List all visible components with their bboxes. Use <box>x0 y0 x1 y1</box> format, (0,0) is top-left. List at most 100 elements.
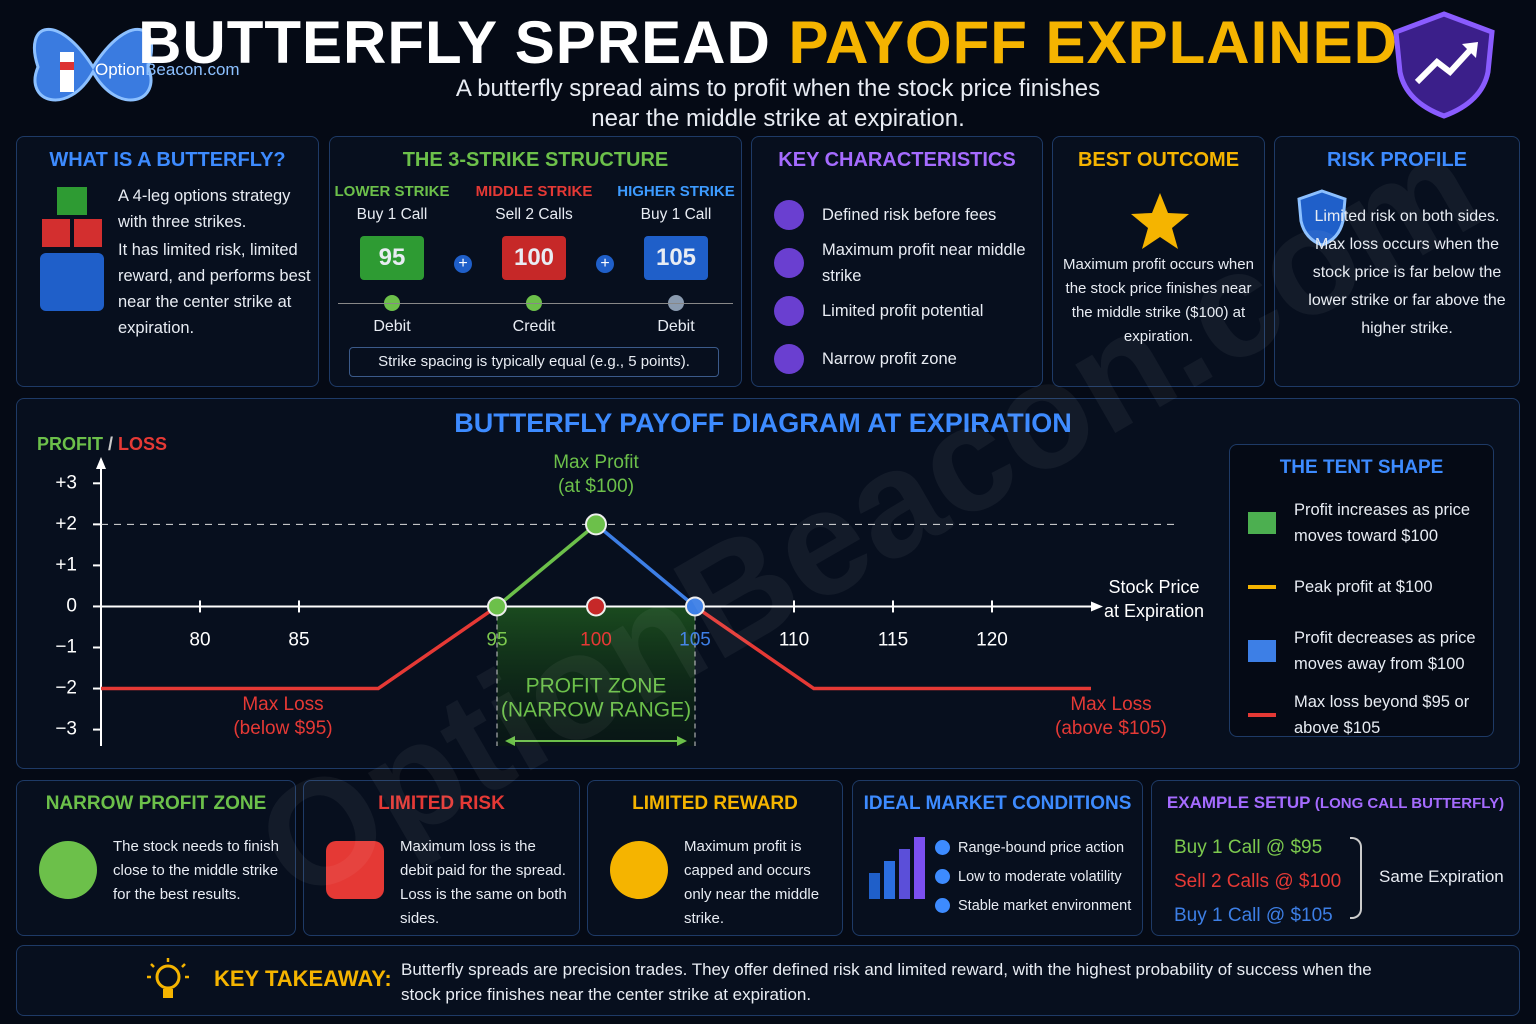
text: Maximum profit occurs when the stock pri… <box>1063 256 1254 345</box>
example-subtitle: (LONG CALL BUTTERFLY) <box>1314 795 1505 812</box>
leg: Sell 2 Calls @ $100 <box>1174 871 1342 892</box>
condition-text: Low to moderate volatility <box>958 868 1122 885</box>
y-tick-label: 0 <box>66 595 77 616</box>
card-title: RISK PROFILE <box>1326 149 1467 171</box>
item-text: Maximum profit near middle strike <box>822 241 1026 285</box>
payoff-line <box>101 605 498 691</box>
leg: Buy 1 Call @ $95 <box>1174 837 1323 858</box>
example-title: EXAMPLE SETUP <box>1166 793 1311 812</box>
x-tick-label: 95 <box>486 629 507 650</box>
title-a: BUTTERFLY SPREAD <box>138 9 771 76</box>
item-icon <box>774 248 804 278</box>
list-item: Narrow profit zone <box>774 333 1034 385</box>
marker <box>586 596 606 617</box>
y-axis-label: PROFIT / LOSS <box>37 434 167 454</box>
card-conditions: IDEAL MARKET CONDITIONS Range-bound pric… <box>852 780 1143 936</box>
card-icon <box>39 841 97 899</box>
x-axis-label: at Expiration <box>1104 601 1204 621</box>
plus-icon: + <box>596 255 614 273</box>
star-icon <box>1131 193 1189 249</box>
strike-action: Buy 1 Call <box>640 206 712 223</box>
y-label-loss: LOSS <box>118 434 167 454</box>
tent-item: Profit increases as price moves toward $… <box>1248 493 1486 553</box>
strike-value: 105 <box>644 236 708 280</box>
y-tick-label: −3 <box>55 719 77 740</box>
strike-action: Buy 1 Call <box>356 206 428 223</box>
check-icon <box>935 898 950 913</box>
x-axis-label: Stock Price <box>1108 577 1199 597</box>
annotation: (below $95) <box>233 718 332 739</box>
tent-icon <box>1248 585 1276 589</box>
note: Strike spacing is typically equal (e.g.,… <box>349 347 719 377</box>
card-tent: THE TENT SHAPE Profit increases as price… <box>1229 444 1494 737</box>
shield-icon <box>1393 11 1495 119</box>
annotation: (above $105) <box>1055 718 1167 739</box>
annotation: (at $100) <box>558 476 634 497</box>
text: A 4-leg options strategy with three stri… <box>118 183 316 341</box>
strike-column: MIDDLE STRIKE Sell 2 Calls 100 Credit <box>464 183 604 336</box>
tent-item: Max loss beyond $95 or above $105 <box>1248 685 1486 745</box>
brand-b: Beacon.com <box>145 60 240 79</box>
chart-title: BUTTERFLY PAYOFF DIAGRAM AT EXPIRATION <box>454 408 1072 438</box>
tent-icon <box>1248 713 1276 717</box>
payoff-line <box>694 605 1091 691</box>
payoff-chart: BUTTERFLY PAYOFF DIAGRAM AT EXPIRATION P… <box>37 408 1204 746</box>
x-tick-label: 100 <box>580 629 612 650</box>
item-icon <box>774 344 804 374</box>
subtitle-line: A butterfly spread aims to profit when t… <box>455 75 1101 102</box>
check-icon <box>935 869 950 884</box>
strike-column: LOWER STRIKE Buy 1 Call 95 Debit <box>322 183 462 336</box>
y-tick-label: +1 <box>55 554 77 575</box>
brand-a: Option <box>95 60 146 79</box>
tent-icon <box>1248 512 1276 534</box>
item-icon <box>774 200 804 230</box>
marker <box>685 596 705 617</box>
paragraph: It has limited risk, limited reward, and… <box>118 241 311 337</box>
strike-flow: Debit <box>373 318 411 335</box>
card-text: The stock needs to finish close to the m… <box>113 838 279 903</box>
strike-label: MIDDLE STRIKE <box>475 183 593 200</box>
annotation: PROFIT ZONE <box>526 675 667 698</box>
plus-icon: + <box>454 255 472 273</box>
annotation: Max Loss <box>242 694 323 715</box>
strike-label: HIGHER STRIKE <box>617 183 735 200</box>
arrow-head <box>1091 601 1103 612</box>
brand: OptionBeacon.com <box>95 60 240 80</box>
leg: Buy 1 Call @ $105 <box>1174 905 1333 926</box>
item-text: Defined risk before fees <box>822 206 997 224</box>
bulb-icon <box>147 958 189 998</box>
card-title: WHAT IS A BUTTERFLY? <box>49 149 286 171</box>
x-tick-label: 120 <box>976 629 1008 650</box>
text: Limited risk on both sides. Max loss occ… <box>1308 208 1506 337</box>
card-icon <box>326 841 384 899</box>
strike-flow: Credit <box>512 318 556 335</box>
card-structure: THE 3-STRIKE STRUCTURE LOWER STRIKE Buy 1… <box>329 136 742 387</box>
condition: Stable market environment <box>935 891 1140 920</box>
x-tick-label: 105 <box>679 629 711 650</box>
paragraph: A 4-leg options strategy with three stri… <box>118 187 291 231</box>
card-title: BEST OUTCOME <box>1077 149 1240 171</box>
y-tick-label: +2 <box>55 513 77 534</box>
card-takeaway: KEY TAKEAWAY: Butterfly spreads are prec… <box>16 945 1520 1016</box>
arrow-head <box>505 736 515 746</box>
card-text: Maximum loss is the debit paid for the s… <box>400 838 567 927</box>
strike-value: 95 <box>360 236 424 280</box>
subtitle-line: near the middle strike at expiration. <box>591 105 965 132</box>
strike-label: LOWER STRIKE <box>334 183 450 200</box>
payoff-line <box>495 523 598 608</box>
subtitle: A butterfly spread aims to profit when t… <box>0 74 1536 134</box>
card-title: IDEAL MARKET CONDITIONS <box>863 793 1132 814</box>
y-tick-label: +3 <box>55 472 77 493</box>
expiration: Same Expiration <box>1379 867 1504 886</box>
tent-item: Peak profit at $100 <box>1248 557 1486 617</box>
bars-icon <box>869 837 925 899</box>
list-item: Maximum profit near middle strike <box>774 237 1034 289</box>
strike-flow: Debit <box>657 318 695 335</box>
list-item: Defined risk before fees <box>774 189 1034 241</box>
card-title: THE TENT SHAPE <box>1279 457 1444 478</box>
x-tick-label: 80 <box>189 629 210 650</box>
card-title: LIMITED RISK <box>378 793 505 814</box>
condition-text: Range-bound price action <box>958 839 1125 856</box>
card-icon <box>610 841 668 899</box>
y-label-profit: PROFIT <box>37 434 103 454</box>
